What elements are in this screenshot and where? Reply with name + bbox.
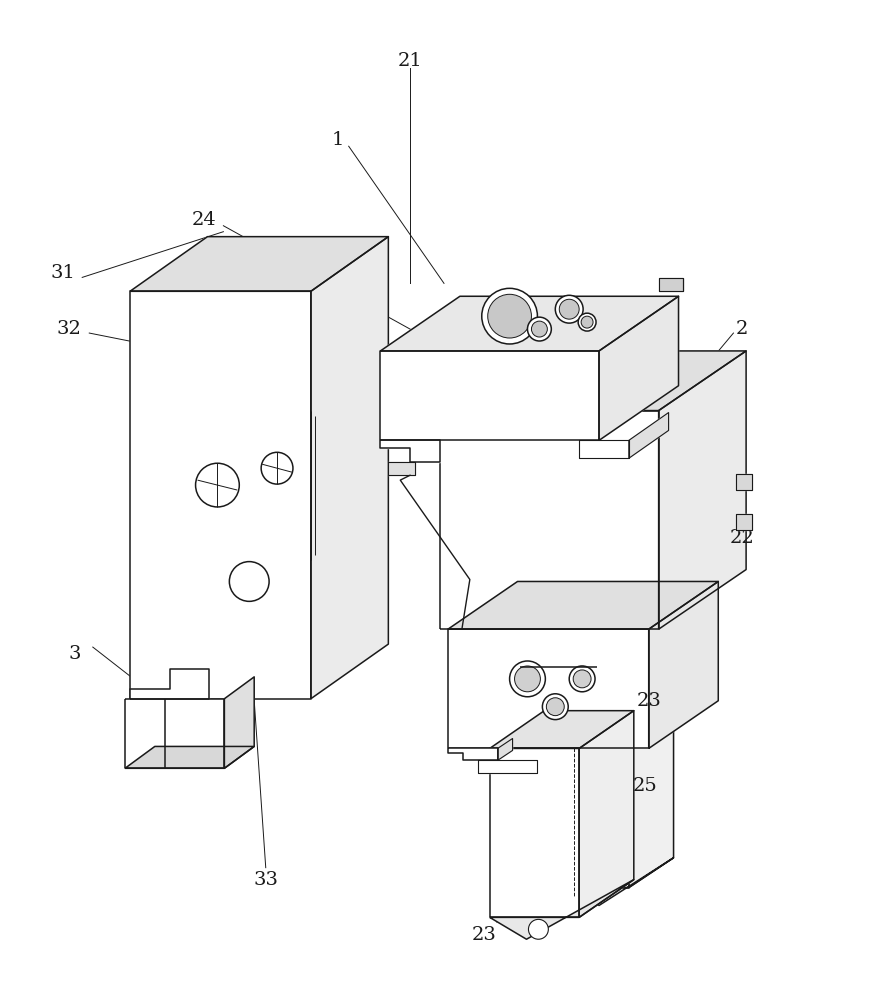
Polygon shape — [659, 278, 684, 291]
Polygon shape — [448, 748, 497, 760]
Circle shape — [510, 661, 545, 697]
Circle shape — [482, 288, 537, 344]
Circle shape — [528, 919, 549, 939]
Text: 31: 31 — [51, 264, 75, 282]
Text: 21: 21 — [398, 52, 423, 70]
Polygon shape — [497, 738, 512, 760]
Text: 23: 23 — [637, 692, 662, 710]
Circle shape — [581, 316, 593, 328]
Polygon shape — [130, 237, 388, 291]
Polygon shape — [569, 858, 674, 905]
Polygon shape — [489, 711, 634, 748]
Polygon shape — [736, 514, 752, 530]
Polygon shape — [659, 351, 746, 629]
Circle shape — [229, 562, 269, 601]
Circle shape — [261, 452, 293, 484]
Polygon shape — [311, 237, 388, 699]
Text: 2: 2 — [736, 320, 749, 338]
Polygon shape — [478, 760, 537, 773]
Polygon shape — [380, 351, 599, 440]
Polygon shape — [649, 581, 718, 748]
Polygon shape — [125, 699, 225, 768]
Polygon shape — [440, 411, 659, 629]
Polygon shape — [440, 351, 746, 411]
Circle shape — [569, 666, 595, 692]
Polygon shape — [599, 296, 678, 440]
Circle shape — [531, 321, 547, 337]
Polygon shape — [130, 669, 210, 699]
Text: 1: 1 — [332, 131, 345, 149]
Text: 24: 24 — [192, 211, 217, 229]
Text: 3: 3 — [69, 645, 82, 663]
Polygon shape — [130, 291, 311, 699]
Polygon shape — [380, 296, 678, 351]
Text: 25: 25 — [633, 777, 658, 795]
Polygon shape — [380, 440, 440, 462]
Polygon shape — [448, 629, 649, 748]
Circle shape — [527, 317, 551, 341]
Polygon shape — [629, 719, 674, 888]
Polygon shape — [388, 462, 416, 475]
Polygon shape — [448, 581, 718, 629]
Text: 32: 32 — [57, 320, 82, 338]
Polygon shape — [579, 711, 634, 917]
Circle shape — [559, 299, 579, 319]
Polygon shape — [489, 880, 634, 939]
Circle shape — [514, 666, 541, 692]
Polygon shape — [225, 677, 254, 768]
Text: 33: 33 — [253, 871, 278, 889]
Circle shape — [488, 294, 531, 338]
Polygon shape — [579, 440, 629, 458]
Polygon shape — [569, 748, 629, 888]
Text: 23: 23 — [472, 926, 496, 944]
Text: 22: 22 — [730, 529, 755, 547]
Circle shape — [195, 463, 239, 507]
Circle shape — [555, 295, 583, 323]
Circle shape — [578, 313, 596, 331]
Circle shape — [543, 694, 568, 720]
Polygon shape — [629, 413, 669, 458]
Polygon shape — [125, 746, 254, 768]
Polygon shape — [736, 474, 752, 490]
Circle shape — [546, 698, 564, 716]
Polygon shape — [489, 748, 579, 917]
Circle shape — [573, 670, 591, 688]
